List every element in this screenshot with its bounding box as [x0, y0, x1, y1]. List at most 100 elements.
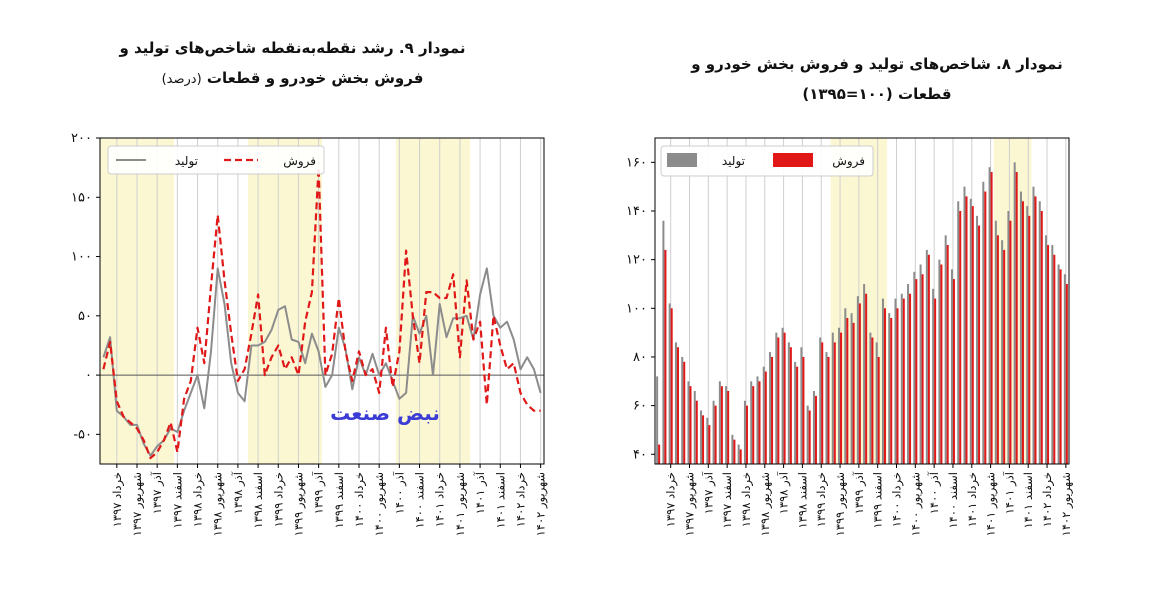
bar-sales	[764, 371, 767, 464]
bar-sales	[858, 303, 861, 464]
legend: تولید فروش	[107, 145, 325, 175]
x-tick-label: آذر ۱۴۰۱	[1002, 471, 1017, 514]
bar-sales	[984, 191, 987, 464]
chart-9-title-line1: نمودار ۹. رشد نقطه‌به‌نقطه شاخص‌های تولی…	[119, 39, 466, 57]
bar-sales	[971, 206, 974, 464]
bar-sales	[783, 332, 786, 464]
x-tick-label: شهریور ۱۳۹۷	[683, 472, 698, 536]
bar-production	[1032, 186, 1035, 464]
bar-production	[1038, 201, 1041, 464]
plot-frame	[99, 137, 545, 465]
bar-production	[1045, 235, 1048, 464]
plot-frame	[654, 137, 1070, 465]
bar-production	[838, 327, 841, 464]
bar-production	[925, 249, 928, 464]
figure-8-panel: نمودار ۸. شاخص‌های تولید و فروش بخش خودر…	[585, 0, 1169, 600]
bar-production	[932, 288, 935, 464]
bar-sales	[689, 386, 692, 464]
bar-production	[750, 381, 753, 464]
watermark: نبض صنعت	[330, 401, 440, 425]
bar-production	[856, 296, 859, 464]
x-tick-label: خرداد ۱۳۹۷	[664, 472, 679, 527]
bar-sales	[789, 347, 792, 464]
bar-production	[706, 417, 709, 464]
bar-production	[681, 356, 684, 464]
legend-label-sales: فروش	[283, 154, 316, 169]
y-tick-label: ۵۰	[78, 309, 92, 324]
bar-sales	[758, 381, 761, 464]
bar-production	[800, 347, 803, 464]
bar-production	[775, 332, 778, 464]
bar-production	[957, 201, 960, 464]
bar-production	[1057, 264, 1060, 464]
bar-production	[894, 298, 897, 464]
x-tick-label: آذر ۱۳۹۸	[777, 471, 792, 514]
bar-sales	[996, 235, 999, 464]
x-tick-label: شهریور ۱۳۹۸	[758, 472, 773, 536]
bar-sales	[777, 337, 780, 464]
y-tick-label: ۱۵۰	[71, 190, 92, 205]
bar-sales	[927, 254, 930, 464]
bar-production	[812, 391, 815, 464]
x-tick-label: خرداد ۱۴۰۰	[352, 472, 367, 527]
bar-sales	[840, 332, 843, 464]
bar-sales	[676, 347, 679, 464]
bar-production	[1007, 210, 1010, 464]
bar-sales	[1015, 172, 1018, 464]
bar-sales	[990, 172, 993, 464]
bar-sales	[720, 386, 723, 464]
bar-production	[913, 271, 916, 464]
bar-sales	[1003, 249, 1006, 464]
x-tick-label: اسفند ۱۳۹۷	[170, 472, 184, 529]
bar-sales	[890, 318, 893, 464]
bar-sales	[940, 264, 943, 464]
bar-production	[700, 410, 703, 464]
bar-production	[907, 283, 910, 464]
x-tick-label: آذر ۱۴۰۰	[927, 471, 942, 514]
bar-sales	[1028, 215, 1031, 464]
bar-production	[656, 376, 659, 464]
bar-sales	[896, 308, 899, 464]
bar-production	[900, 293, 903, 464]
bar-production	[819, 337, 822, 464]
bar-production	[881, 298, 884, 464]
bar-production	[1051, 245, 1054, 464]
bar-production	[712, 400, 715, 464]
bar-sales	[733, 439, 736, 464]
x-tick-label: شهریور ۱۴۰۲	[1059, 472, 1074, 536]
x-tick-label: خرداد ۱۳۹۷	[110, 472, 125, 527]
bars-group	[656, 162, 1068, 464]
bar-sales	[796, 366, 799, 464]
x-tick-label: اسفند ۱۴۰۰	[946, 472, 960, 529]
x-tick-label: شهریور ۱۴۰۱	[984, 472, 999, 536]
bar-production	[1013, 162, 1016, 464]
bar-sales	[909, 293, 912, 464]
x-tick-label: خرداد ۱۳۹۹	[271, 472, 286, 527]
series-line-production	[102, 267, 542, 457]
x-tick-label: اسفند ۱۳۹۸	[251, 472, 265, 529]
bar-production	[888, 313, 891, 464]
bar-production	[875, 342, 878, 464]
x-tick-label: اسفند ۱۴۰۱	[493, 472, 507, 529]
bar-production	[825, 352, 828, 464]
x-tick-label: خرداد ۱۳۹۸	[739, 472, 754, 527]
bar-sales	[1059, 269, 1062, 464]
bar-production	[1063, 274, 1066, 464]
bar-sales	[871, 337, 874, 464]
bar-sales	[946, 245, 949, 464]
series-line-sales	[102, 166, 541, 460]
bar-sales	[714, 405, 717, 464]
bar-sales	[1034, 196, 1037, 464]
y-tick-label: ۲۰۰	[71, 131, 92, 146]
bar-sales	[771, 356, 774, 464]
bar-production	[756, 376, 759, 464]
y-tick-label: ۸۰	[633, 350, 647, 365]
shaded-band	[993, 138, 1032, 464]
x-tick-label: شهریور ۱۴۰۰	[908, 472, 923, 536]
bar-production	[794, 361, 797, 464]
x-tick-label: خرداد ۱۳۹۹	[814, 472, 829, 527]
legend-label-production: تولید	[722, 154, 745, 169]
bar-production	[863, 283, 866, 464]
bar-production	[988, 167, 991, 464]
x-tick-label: خرداد ۱۴۰۰	[890, 472, 905, 527]
